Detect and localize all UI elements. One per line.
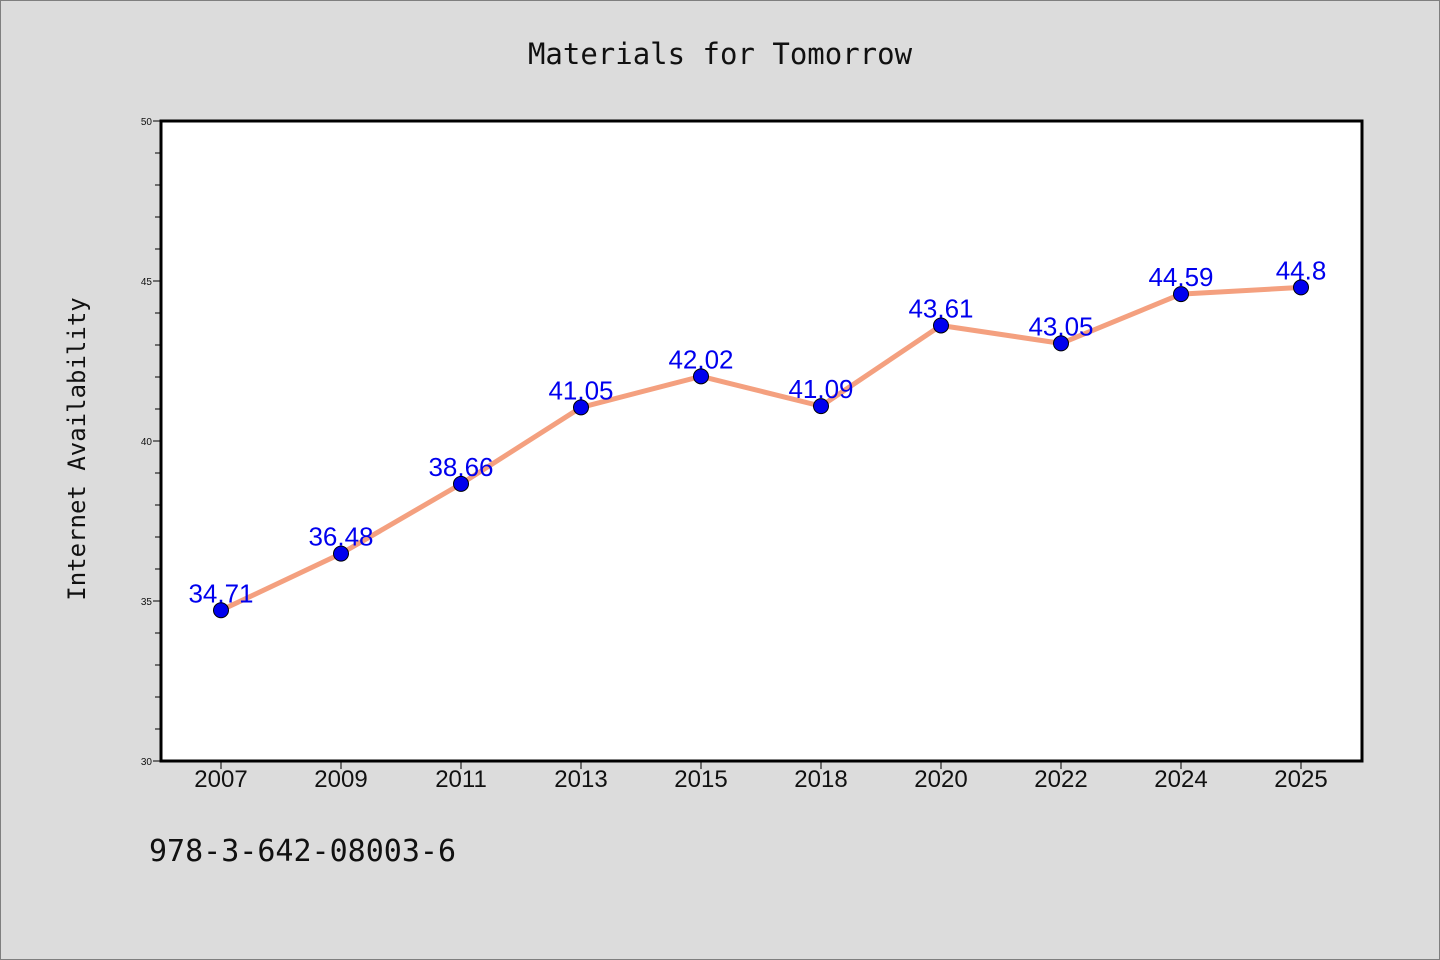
y-tick-label: 40: [141, 437, 153, 448]
y-tick-label: 35: [141, 597, 153, 608]
data-point-marker: [933, 317, 949, 334]
x-tick-label: 2024: [1154, 766, 1207, 793]
data-label: 41.05: [548, 375, 613, 405]
plot-border: [159, 119, 1364, 763]
data-point-marker: [1173, 286, 1189, 303]
data-label: 43.61: [908, 293, 973, 323]
x-tick-label: 2015: [674, 766, 727, 793]
data-point-marker: [453, 475, 469, 492]
data-label: 38.66: [428, 452, 493, 482]
footer-identifier: 978-3-642-08003-6: [149, 834, 457, 869]
y-tick-label: 30: [141, 757, 153, 768]
data-label: 44.8: [1276, 255, 1327, 285]
data-point-marker: [1293, 279, 1309, 296]
x-tick-label: 2018: [794, 766, 847, 793]
x-tick-label: 2007: [194, 766, 247, 793]
chart-title: Materials for Tomorrow: [528, 37, 913, 71]
data-label: 34.71: [188, 578, 253, 608]
plot-area: [161, 121, 1362, 761]
x-axis-ticks: 2007 2009 2011 2013 2015 2018 2020 2022 2024 2025: [194, 761, 1328, 793]
x-tick-label: 2011: [435, 766, 487, 793]
data-label: 43.05: [1028, 311, 1093, 341]
y-tick-label: 50: [141, 117, 153, 128]
data-label: 44.59: [1148, 262, 1213, 292]
x-tick-label: 2009: [314, 766, 367, 793]
data-point-marker: [1053, 335, 1069, 352]
data-point-marker: [813, 398, 829, 415]
data-label: 36.48: [308, 522, 373, 552]
x-tick-label: 2022: [1034, 766, 1087, 793]
y-tick-label: 45: [141, 277, 153, 288]
data-labels: 34.71 36.48 38.66 41.05 42.02 41.09 43.61 43.05…: [188, 255, 1326, 608]
data-point-marker: [573, 399, 589, 416]
series-line: [218, 284, 1304, 613]
data-point-marker: [693, 368, 709, 385]
data-label: 41.09: [788, 374, 853, 404]
data-point-marker: [213, 602, 229, 619]
y-axis-title: Internet Availability: [63, 297, 91, 600]
series-markers: [213, 279, 1309, 619]
data-label: 42.02: [668, 344, 733, 374]
y-axis-ticks: 30 35 40 45 50: [141, 117, 161, 768]
x-tick-label: 2020: [914, 766, 967, 793]
data-point-marker: [333, 545, 349, 562]
x-tick-label: 2013: [554, 766, 607, 793]
x-tick-label: 2025: [1274, 766, 1327, 793]
